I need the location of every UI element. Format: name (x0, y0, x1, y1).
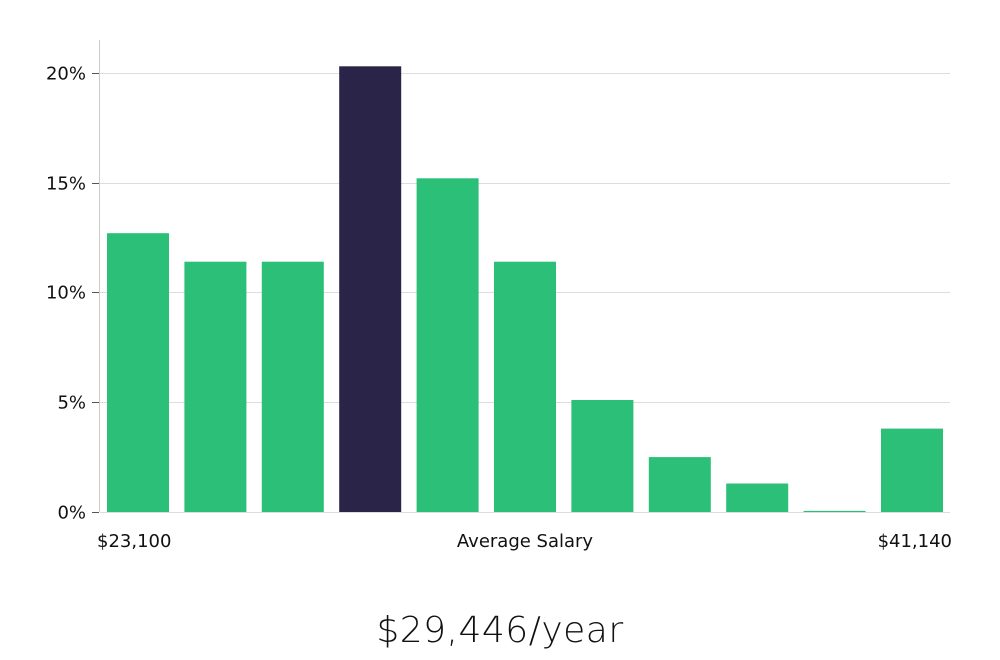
y-tick-label: 5% (57, 393, 86, 414)
y-tick-label: 0% (57, 503, 86, 524)
bar (648, 457, 711, 512)
bar (803, 510, 866, 512)
bar (881, 428, 943, 512)
x-max-label: $41,140 (878, 531, 952, 552)
bar-highlighted-average (339, 66, 402, 513)
x-min-label: $23,100 (97, 531, 171, 552)
bar (107, 233, 169, 512)
bar (416, 178, 479, 513)
bar (571, 400, 634, 512)
bar (184, 261, 247, 512)
y-tick-label: 20% (46, 64, 86, 85)
bar (726, 483, 789, 512)
y-axis-ticks: 0% 5% 10% 15% 20% (46, 64, 99, 524)
y-tick-label: 10% (46, 283, 86, 304)
bar (261, 261, 324, 512)
y-tick-label: 15% (46, 174, 86, 195)
x-axis-title: Average Salary (457, 531, 594, 552)
salary-histogram: 0% 5% 10% 15% 20% $23,100 Average Salary $41… (46, 40, 952, 552)
bars (107, 66, 943, 513)
average-salary-value: $29,446/year (376, 610, 624, 651)
bar (494, 261, 556, 512)
